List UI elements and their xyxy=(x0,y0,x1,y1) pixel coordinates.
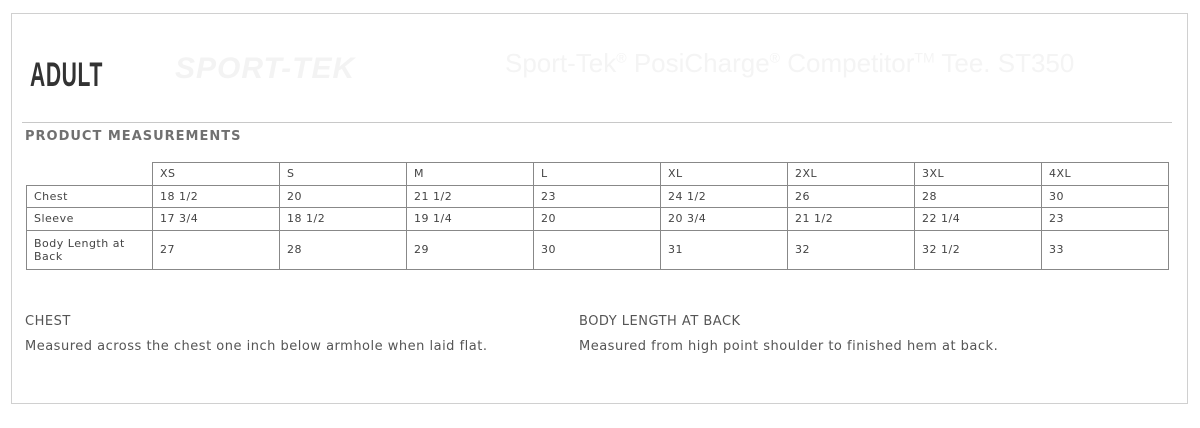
table-cell: 20 xyxy=(279,184,407,208)
table-cell: 31 xyxy=(660,229,788,270)
note-title-body-length: BODY LENGTH AT BACK xyxy=(579,314,741,329)
table-cell: 27 xyxy=(152,229,280,270)
size-chart-frame xyxy=(11,13,1188,404)
note-title-chest: CHEST xyxy=(25,314,71,329)
size-header: M xyxy=(406,162,534,186)
table-row: Body Length at Back 27 28 29 30 31 32 32… xyxy=(26,229,1169,270)
divider xyxy=(22,122,1172,123)
table-cell: 32 xyxy=(787,229,915,270)
table-cell: 17 3/4 xyxy=(152,207,280,231)
size-header: 4XL xyxy=(1041,162,1169,186)
page-title: ADULT xyxy=(30,56,103,94)
table-cell: 24 1/2 xyxy=(660,184,788,208)
table-cell: 28 xyxy=(279,229,407,270)
table-cell: 30 xyxy=(533,229,661,270)
table-cell: 20 xyxy=(533,207,661,231)
size-header: 2XL xyxy=(787,162,915,186)
row-label: Sleeve xyxy=(26,207,153,231)
table-cell: 28 xyxy=(914,184,1042,208)
row-label: Chest xyxy=(26,184,153,208)
note-text-body-length: Measured from high point shoulder to fin… xyxy=(579,339,999,354)
table-cell: 23 xyxy=(1041,207,1169,231)
table-row: Chest 18 1/2 20 21 1/2 23 24 1/2 26 28 3… xyxy=(26,184,1169,208)
size-header: L xyxy=(533,162,661,186)
table-cell: 20 3/4 xyxy=(660,207,788,231)
table-cell: 19 1/4 xyxy=(406,207,534,231)
product-title-watermark: Sport-Tek® PosiCharge® CompetitorTM Tee.… xyxy=(505,48,1075,78)
table-cell: 26 xyxy=(787,184,915,208)
table-cell: 18 1/2 xyxy=(152,184,280,208)
size-header: XS xyxy=(152,162,280,186)
table-cell: 29 xyxy=(406,229,534,270)
size-header: XL xyxy=(660,162,788,186)
table-cell: 21 1/2 xyxy=(787,207,915,231)
table-cell: 33 xyxy=(1041,229,1169,270)
table-row: Sleeve 17 3/4 18 1/2 19 1/4 20 20 3/4 21… xyxy=(26,207,1169,231)
note-text-chest: Measured across the chest one inch below… xyxy=(25,339,488,354)
table-cell: 23 xyxy=(533,184,661,208)
table-cell: 18 1/2 xyxy=(279,207,407,231)
table-cell: 30 xyxy=(1041,184,1169,208)
measurements-table: XS S M L XL 2XL 3XL 4XL Chest 18 1/2 20 … xyxy=(26,162,1169,270)
size-header: 3XL xyxy=(914,162,1042,186)
table-cell: 22 1/4 xyxy=(914,207,1042,231)
table-cell: 32 1/2 xyxy=(914,229,1042,270)
table-header-row: XS S M L XL 2XL 3XL 4XL xyxy=(26,162,1169,186)
size-header: S xyxy=(279,162,407,186)
section-title: PRODUCT MEASUREMENTS xyxy=(25,129,242,144)
brand-watermark-logo: SPORT-TEK xyxy=(175,52,356,85)
row-label: Body Length at Back xyxy=(26,229,153,270)
table-cell: 21 1/2 xyxy=(406,184,534,208)
